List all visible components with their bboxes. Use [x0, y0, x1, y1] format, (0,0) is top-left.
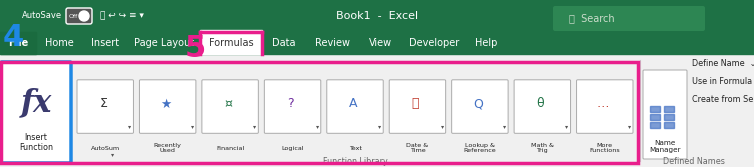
Bar	[200, 30, 262, 54]
FancyBboxPatch shape	[77, 80, 133, 133]
FancyBboxPatch shape	[643, 70, 687, 159]
Text: Logical: Logical	[281, 146, 304, 151]
FancyBboxPatch shape	[139, 80, 196, 133]
Text: θ: θ	[537, 98, 544, 111]
Text: ▾: ▾	[253, 124, 256, 129]
Text: ★: ★	[160, 98, 171, 111]
Text: Function Library: Function Library	[323, 157, 388, 166]
Text: Insert: Insert	[91, 38, 119, 48]
Text: Book1  -  Excel: Book1 - Excel	[336, 11, 418, 21]
Text: ▾: ▾	[378, 124, 382, 129]
Text: Define Name  ⌄: Define Name ⌄	[692, 59, 754, 68]
Bar	[650, 114, 660, 120]
Text: 🔍  Search: 🔍 Search	[569, 14, 615, 24]
Text: Name
Manager: Name Manager	[649, 140, 681, 153]
Text: Data: Data	[272, 38, 296, 48]
Bar	[650, 122, 660, 128]
Bar	[664, 122, 674, 128]
FancyBboxPatch shape	[389, 80, 446, 133]
Text: 🖫 ↩ ↪ ≡ ▾: 🖫 ↩ ↪ ≡ ▾	[100, 12, 144, 21]
Text: ▾: ▾	[628, 124, 631, 129]
Text: File: File	[8, 38, 28, 48]
Text: AutoSave: AutoSave	[22, 12, 62, 21]
Text: Defined Names: Defined Names	[663, 157, 725, 166]
Circle shape	[79, 11, 89, 21]
Text: ?: ?	[287, 98, 294, 111]
FancyBboxPatch shape	[577, 80, 633, 133]
Text: Review: Review	[315, 38, 351, 48]
Text: ▾: ▾	[566, 124, 569, 129]
Text: Create from Selection: Create from Selection	[692, 96, 754, 105]
Text: Formulas: Formulas	[209, 38, 253, 48]
Text: ▾: ▾	[111, 152, 114, 157]
Bar	[0, 0, 754, 32]
FancyBboxPatch shape	[553, 6, 705, 31]
Text: 5: 5	[185, 34, 207, 63]
FancyBboxPatch shape	[1, 62, 71, 163]
Text: …: …	[596, 98, 609, 111]
Text: Use in Formula  ⌄: Use in Formula ⌄	[692, 77, 754, 87]
Text: ▾: ▾	[440, 124, 443, 129]
Text: Insert
Function: Insert Function	[19, 133, 53, 152]
Text: Financial: Financial	[216, 146, 244, 151]
Text: fx: fx	[20, 87, 51, 118]
Bar	[0, 32, 754, 54]
Bar	[664, 114, 674, 120]
Text: ▾: ▾	[503, 124, 506, 129]
Text: More
Functions: More Functions	[590, 143, 620, 153]
Text: Σ: Σ	[100, 98, 107, 111]
Text: Math &
Trig: Math & Trig	[531, 143, 554, 153]
Bar	[0, 54, 754, 167]
Text: AutoSum: AutoSum	[90, 146, 120, 151]
Text: Page Layout: Page Layout	[134, 38, 194, 48]
Text: ⧗: ⧗	[412, 98, 419, 111]
Text: Text: Text	[348, 146, 361, 151]
FancyBboxPatch shape	[452, 80, 508, 133]
FancyBboxPatch shape	[326, 80, 383, 133]
Text: Lookup &
Reference: Lookup & Reference	[464, 143, 496, 153]
Text: ¤: ¤	[224, 98, 232, 111]
FancyBboxPatch shape	[202, 80, 259, 133]
Text: Home: Home	[44, 38, 73, 48]
Bar	[650, 106, 660, 112]
Text: ▾: ▾	[191, 124, 194, 129]
Text: Help: Help	[475, 38, 497, 48]
Text: 4: 4	[3, 23, 24, 52]
Bar	[0, 32, 36, 54]
FancyBboxPatch shape	[66, 8, 92, 24]
Text: ▾: ▾	[128, 124, 131, 129]
FancyBboxPatch shape	[514, 80, 571, 133]
FancyBboxPatch shape	[265, 80, 320, 133]
Text: A: A	[349, 98, 357, 111]
Bar	[664, 106, 674, 112]
Text: View: View	[369, 38, 391, 48]
Text: Date &
Time: Date & Time	[406, 143, 428, 153]
Text: Recently
Used: Recently Used	[154, 143, 182, 153]
Text: Q: Q	[473, 98, 483, 111]
Text: Developer: Developer	[409, 38, 459, 48]
Text: Off: Off	[69, 14, 78, 19]
Text: ▾: ▾	[316, 124, 319, 129]
